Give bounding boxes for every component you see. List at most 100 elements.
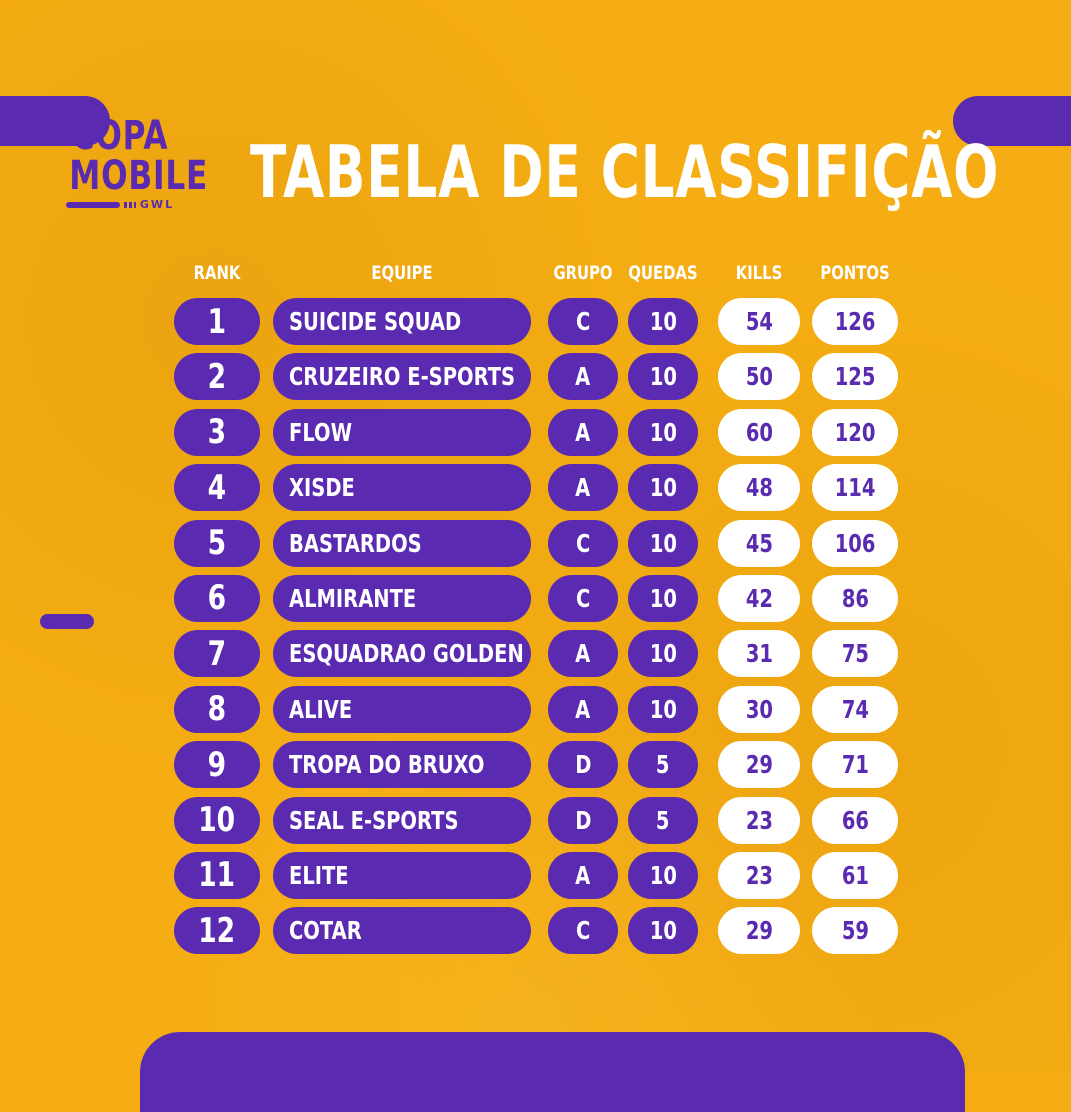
rank-cell-text: 6 [207, 578, 227, 619]
table-row: 8 ALIVE A 10 30 74 [0, 685, 1071, 741]
decorative-bar-left [0, 96, 110, 146]
rank-cell: 11 [174, 851, 260, 899]
points-cell-text: 61 [841, 860, 869, 890]
logo-line-mobile: MOBILE [69, 153, 209, 199]
group-cell: A [548, 630, 618, 678]
drops-cell-text: 10 [649, 639, 677, 669]
team-name-cell: XISDE [273, 464, 531, 512]
points-cell-text: 74 [841, 694, 869, 724]
group-cell-text: D [574, 750, 592, 780]
kills-cell: 23 [718, 851, 800, 899]
kills-cell: 50 [718, 353, 800, 401]
team-name-cell: ALIVE [273, 685, 531, 733]
points-cell-text: 59 [841, 916, 869, 946]
kills-cell: 60 [718, 408, 800, 456]
kills-cell-text: 45 [745, 528, 773, 558]
kills-cell: 48 [718, 464, 800, 512]
team-name-cell-text: CRUZEIRO E-SPORTS [289, 362, 516, 392]
rank-cell: 3 [174, 408, 260, 456]
drops-cell: 10 [628, 907, 698, 955]
logo-underline: GWL [55, 198, 185, 211]
team-name-cell-text: SEAL E-SPORTS [289, 805, 459, 835]
rank-cell-text: 11 [198, 855, 236, 896]
team-name-cell: FLOW [273, 408, 531, 456]
group-cell: C [548, 907, 618, 955]
table-row: 4 XISDE A 10 48 114 [0, 464, 1071, 519]
table-row: 2 CRUZEIRO E-SPORTS A 10 50 125 [0, 353, 1071, 408]
kills-cell: 30 [718, 685, 800, 733]
header-points: PONTOS [820, 262, 890, 284]
header-rank: RANK [193, 262, 241, 284]
kills-cell-text: 23 [745, 860, 773, 890]
rank-cell: 10 [174, 796, 260, 844]
drops-cell: 10 [628, 408, 698, 456]
rank-cell: 9 [174, 741, 260, 789]
rank-cell-text: 2 [207, 356, 227, 397]
points-cell: 126 [812, 298, 898, 345]
kills-cell-text: 42 [745, 583, 773, 613]
rank-cell-text: 10 [198, 800, 236, 841]
page-title: TABELA DE CLASSIFIÇÃO [250, 130, 1000, 214]
team-name-cell-text: COTAR [289, 916, 362, 946]
group-cell: C [548, 574, 618, 622]
drops-cell: 10 [628, 353, 698, 401]
group-cell-text: C [575, 528, 591, 558]
team-name-cell: TROPA DO BRUXO [273, 741, 531, 789]
group-cell-text: D [574, 805, 592, 835]
rank-cell: 7 [174, 630, 260, 678]
drops-cell: 10 [628, 630, 698, 678]
group-cell: A [548, 353, 618, 401]
team-name-cell: COTAR [273, 907, 531, 955]
group-cell-text: C [575, 307, 591, 336]
team-name-cell-text: XISDE [289, 473, 355, 503]
rank-cell-text: 1 [207, 301, 227, 342]
rank-cell: 1 [174, 298, 260, 345]
standings-table: 1 SUICIDE SQUAD C 10 54 126 2 CRUZEIRO E-SPORTS… [0, 298, 1071, 963]
decorative-bottom-panel [140, 1032, 965, 1112]
rank-cell-text: 5 [207, 523, 227, 564]
team-name-cell: ALMIRANTE [273, 574, 531, 622]
points-cell-text: 75 [841, 639, 869, 669]
rank-cell: 12 [174, 907, 260, 955]
points-cell-text: 126 [834, 307, 876, 336]
drops-cell-text: 10 [649, 362, 677, 392]
team-name-cell-text: ELITE [289, 860, 349, 890]
group-cell: C [548, 519, 618, 567]
rank-cell-text: 9 [207, 744, 227, 785]
drops-cell-text: 10 [649, 860, 677, 890]
drops-cell: 10 [628, 851, 698, 899]
rank-cell-text: 8 [207, 689, 227, 730]
header-team: EQUIPE [371, 262, 433, 284]
kills-cell-text: 50 [745, 362, 773, 392]
team-name-cell-text: ALIVE [289, 694, 353, 724]
table-row: 1 SUICIDE SQUAD C 10 54 126 [0, 298, 1071, 353]
logo-line-copa: COPA [71, 113, 169, 159]
drops-cell: 10 [628, 685, 698, 733]
group-cell-text: A [575, 473, 591, 503]
kills-cell: 54 [718, 298, 800, 345]
points-cell-text: 71 [841, 750, 869, 780]
decorative-bar-right [953, 96, 1071, 146]
team-name-cell-text: FLOW [289, 417, 353, 447]
team-name-cell: ELITE [273, 851, 531, 899]
group-cell-text: A [575, 860, 591, 890]
group-cell-text: A [575, 417, 591, 447]
kills-cell: 45 [718, 519, 800, 567]
drops-cell-text: 10 [649, 417, 677, 447]
group-cell-text: C [575, 916, 591, 946]
kills-cell-text: 60 [745, 417, 773, 447]
group-cell-text: C [575, 583, 591, 613]
group-cell: C [548, 298, 618, 345]
drops-cell: 5 [628, 741, 698, 789]
table-header: RANK EQUIPE GRUPO QUEDAS KILLS PONTOS [0, 262, 1071, 286]
header-kills: KILLS [735, 262, 783, 284]
drops-cell-text: 10 [649, 307, 677, 336]
kills-cell-text: 31 [745, 639, 773, 669]
rank-cell: 6 [174, 574, 260, 622]
drops-cell-text: 10 [649, 528, 677, 558]
table-row: 11 ELITE A 10 23 61 [0, 851, 1071, 907]
kills-cell-text: 54 [745, 307, 773, 336]
team-name-cell: SEAL E-SPORTS [273, 796, 531, 844]
header-drops: QUEDAS [628, 262, 698, 284]
group-cell-text: A [575, 362, 591, 392]
